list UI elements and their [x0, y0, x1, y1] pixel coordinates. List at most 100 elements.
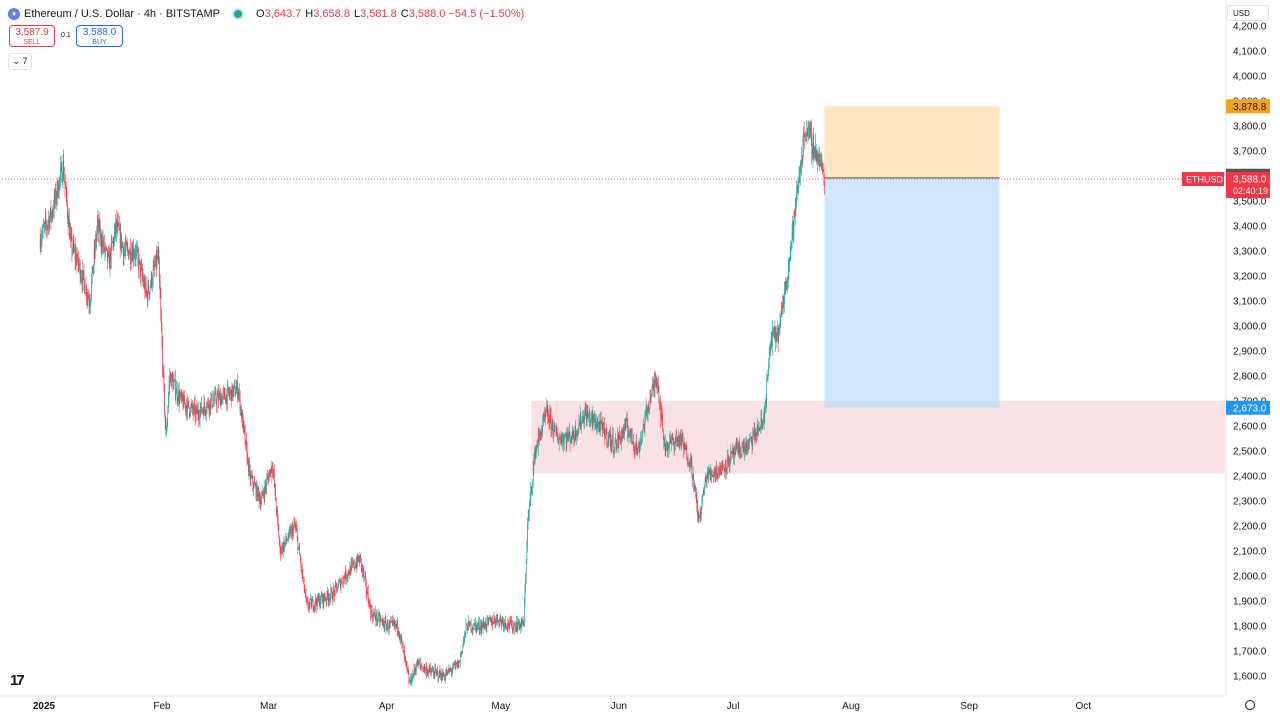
candle-body: [57, 181, 58, 196]
candle-body: [674, 442, 675, 449]
candle-body: [520, 623, 521, 629]
candle-body: [402, 644, 404, 653]
candle-body: [488, 617, 490, 621]
candle-body: [642, 431, 643, 438]
candle-body: [648, 405, 649, 409]
indicators-toggle[interactable]: ⌄ 7: [8, 53, 32, 70]
candle-body: [800, 171, 801, 180]
candle-body: [334, 584, 336, 596]
candle-body: [194, 404, 196, 417]
candle-body: [691, 459, 693, 475]
candle-body: [706, 478, 707, 483]
quantity-value[interactable]: 0.1: [61, 32, 71, 39]
candle-body: [506, 627, 507, 628]
candle-body: [463, 637, 465, 643]
candle-body: [232, 384, 233, 397]
candle-body: [195, 409, 196, 417]
candle-body: [124, 248, 126, 251]
candle-body: [405, 658, 406, 661]
position-target-zone[interactable]: [824, 106, 1000, 178]
candle-body: [778, 331, 780, 342]
tradingview-logo-icon[interactable]: 17: [10, 672, 25, 689]
candle-body: [67, 203, 68, 217]
candle-body: [134, 254, 136, 256]
candle-body: [581, 417, 583, 423]
candle-body: [697, 505, 698, 516]
candle-body: [510, 621, 512, 626]
candle-body: [509, 619, 511, 628]
candle-body: [209, 400, 211, 409]
buy-button[interactable]: 3,588.0 BUY: [76, 25, 123, 47]
candle-body: [525, 578, 526, 589]
candle-body: [236, 382, 238, 389]
candle-body: [591, 413, 593, 423]
currency-selector[interactable]: USD: [1227, 5, 1269, 21]
candle-body: [414, 669, 416, 671]
candle-body: [183, 395, 185, 404]
candle-body: [782, 305, 784, 312]
candle-body: [168, 384, 170, 397]
y-tick-label: 3,300.0: [1233, 247, 1267, 258]
candle-body: [535, 449, 537, 458]
demand-zone[interactable]: [531, 401, 1225, 474]
candle-body: [548, 418, 549, 420]
candle-body: [683, 444, 685, 449]
candle-body: [638, 446, 640, 452]
candle-body: [684, 444, 686, 450]
candle-body: [172, 378, 174, 389]
candle-body: [113, 239, 115, 244]
candle-body: [578, 423, 580, 429]
candle-body: [763, 415, 765, 422]
candle-body: [199, 418, 200, 420]
candle-body: [478, 622, 480, 630]
candle-body: [477, 624, 478, 627]
candle-body: [727, 456, 728, 469]
candle-body: [615, 439, 616, 443]
candle-body: [676, 438, 678, 440]
candle-body: [656, 381, 658, 387]
candle-body: [790, 247, 792, 250]
candle-body: [430, 668, 431, 672]
candle-body: [72, 250, 73, 252]
candle-body: [390, 621, 392, 623]
candle-body: [484, 625, 485, 629]
candle-body: [813, 149, 815, 158]
candle-body: [317, 595, 319, 601]
candle-body: [560, 437, 562, 443]
position-stop-zone[interactable]: [824, 177, 1000, 408]
candle-body: [171, 374, 173, 379]
candle-body: [595, 418, 596, 428]
candle-body: [196, 407, 198, 414]
candle-body: [86, 297, 88, 299]
candle-body: [767, 369, 769, 380]
candle-body: [171, 374, 172, 387]
candle-body: [687, 459, 689, 464]
candle-body: [115, 224, 116, 232]
settings-icon[interactable]: [1245, 700, 1255, 710]
candle-body: [475, 625, 477, 631]
candle-body: [716, 468, 717, 476]
candle-body: [816, 151, 818, 162]
candle-body: [159, 281, 161, 299]
candle-body: [183, 395, 184, 408]
candle-body: [715, 468, 717, 475]
sell-button[interactable]: 3,587.9 SELL: [9, 25, 55, 47]
candle-body: [595, 427, 597, 428]
candle-body: [571, 439, 573, 441]
candle-body: [682, 436, 683, 440]
candle-body: [746, 440, 748, 451]
candle-body: [157, 256, 158, 258]
candle-body: [123, 247, 124, 258]
candle-body: [549, 413, 550, 425]
candle-body: [695, 487, 696, 491]
candle-body: [440, 672, 442, 679]
symbol-title[interactable]: Ethereum / U.S. Dollar · 4h · BITSTAMP: [24, 8, 221, 20]
candle-body: [622, 429, 624, 435]
candle-body: [278, 526, 280, 539]
candle-body: [350, 566, 351, 575]
candle-body: [326, 599, 327, 601]
candle-body: [345, 570, 347, 579]
candle-body: [657, 381, 658, 386]
candle-body: [225, 398, 226, 404]
